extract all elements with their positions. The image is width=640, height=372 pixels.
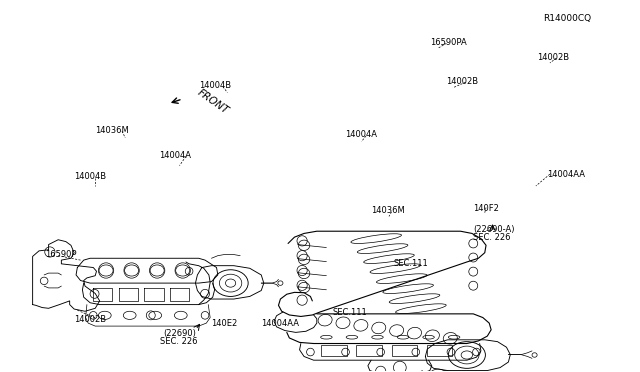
Text: FRONT: FRONT: [195, 87, 230, 116]
Text: 16590P: 16590P: [45, 250, 77, 259]
Text: 140E2: 140E2: [211, 319, 237, 328]
Text: SEC. 226: SEC. 226: [473, 233, 511, 243]
Text: 14004AA: 14004AA: [261, 319, 300, 328]
Text: (22690-A): (22690-A): [473, 225, 515, 234]
Bar: [356, 345, 382, 356]
Text: 14004A: 14004A: [346, 130, 378, 140]
Text: 14002B: 14002B: [74, 315, 106, 324]
Text: 14002B: 14002B: [537, 52, 569, 61]
Text: (22690): (22690): [164, 328, 196, 338]
Bar: [427, 345, 452, 356]
Text: 140F2: 140F2: [473, 204, 499, 213]
Text: 14004AA: 14004AA: [547, 170, 585, 179]
Text: 14036M: 14036M: [371, 206, 405, 215]
Text: R14000CQ: R14000CQ: [543, 14, 591, 23]
Text: 14036M: 14036M: [95, 126, 129, 135]
Text: SEC. 226: SEC. 226: [161, 337, 198, 346]
Text: 14004B: 14004B: [74, 172, 106, 181]
Bar: [392, 345, 417, 356]
Text: 14004A: 14004A: [159, 151, 191, 160]
Text: 14004B: 14004B: [198, 81, 231, 90]
Text: SEC.111: SEC.111: [333, 308, 367, 317]
Text: 16590PA: 16590PA: [430, 38, 467, 47]
Text: 14002B: 14002B: [447, 77, 479, 86]
Bar: [321, 345, 347, 356]
Text: SEC.111: SEC.111: [394, 259, 428, 268]
